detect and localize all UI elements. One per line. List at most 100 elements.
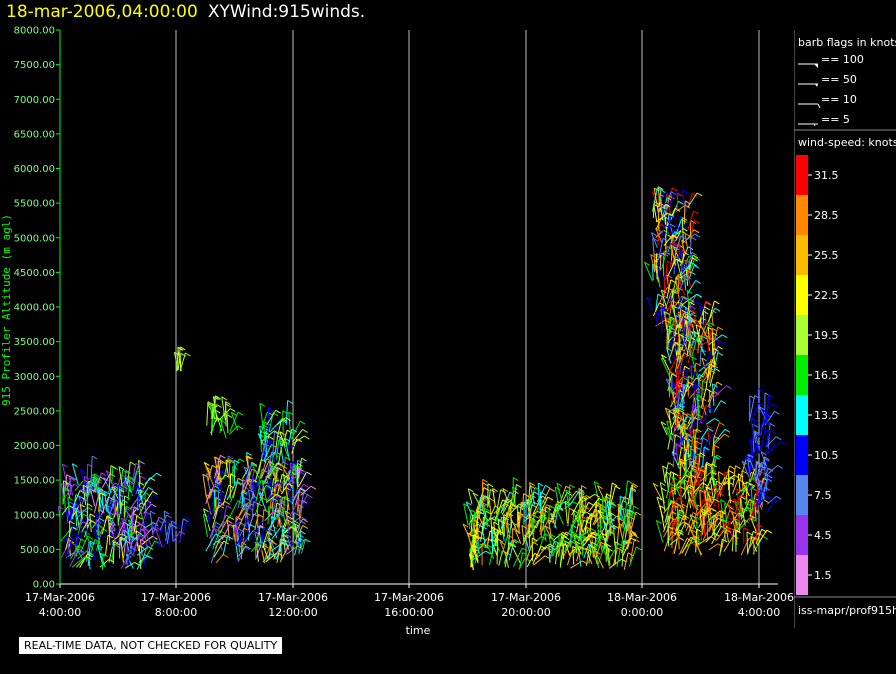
wind-profile-plot: 0.00500.001000.001500.002000.002500.0030… bbox=[0, 26, 794, 638]
color-scale-label: 25.5 bbox=[814, 249, 839, 262]
wind-barb bbox=[663, 531, 672, 552]
wind-barb-flag bbox=[70, 476, 76, 481]
wind-barb-flag bbox=[690, 271, 696, 276]
wind-barb-flag bbox=[63, 480, 69, 485]
wind-barb-flag bbox=[622, 499, 628, 504]
wind-barb-flag bbox=[754, 430, 760, 435]
wind-barb-flag bbox=[270, 515, 277, 520]
wind-barb-flag bbox=[769, 422, 776, 427]
wind-barb-flag bbox=[692, 193, 698, 197]
wind-barb bbox=[120, 536, 124, 563]
wind-barb bbox=[82, 484, 87, 506]
wind-barb bbox=[708, 543, 719, 551]
wind-barb bbox=[123, 540, 127, 559]
wind-barb bbox=[683, 381, 690, 398]
wind-barb-flag bbox=[694, 384, 701, 389]
wind-barb-flag bbox=[771, 403, 778, 408]
wind-barb bbox=[749, 447, 752, 473]
wind-barb-flag bbox=[682, 503, 688, 508]
wind-barb-flag bbox=[710, 536, 716, 541]
wind-barb-flag bbox=[669, 195, 675, 200]
wind-barb-flag bbox=[714, 532, 720, 537]
y-tick-label: 6000.00 bbox=[14, 164, 55, 175]
wind-barb-flag bbox=[297, 545, 303, 550]
wind-barb bbox=[629, 538, 635, 563]
wind-barb bbox=[263, 438, 268, 457]
wind-barb bbox=[700, 428, 709, 440]
wind-barb-flag bbox=[226, 504, 232, 509]
wind-barb bbox=[92, 476, 101, 493]
wind-barb-flag bbox=[574, 534, 580, 539]
wind-barb bbox=[165, 523, 170, 541]
wind-barb bbox=[571, 514, 575, 537]
wind-barb-flag bbox=[581, 485, 587, 489]
wind-barb bbox=[229, 473, 232, 499]
wind-barb-flag bbox=[132, 536, 139, 541]
wind-barb-flag bbox=[749, 482, 756, 487]
wind-barb-flag bbox=[696, 192, 703, 197]
wind-barb bbox=[101, 473, 111, 488]
wind-barb-flag bbox=[689, 322, 696, 326]
wind-barb-flag bbox=[534, 491, 540, 496]
wind-barb bbox=[750, 487, 754, 511]
wind-barb-flag bbox=[562, 531, 569, 536]
wind-barb bbox=[490, 517, 493, 539]
wind-barb-flag bbox=[542, 515, 548, 520]
wind-barb bbox=[61, 505, 70, 516]
wind-barb-flag bbox=[699, 467, 706, 472]
wind-barb-flag bbox=[547, 496, 554, 501]
wind-barb-flag bbox=[257, 502, 263, 507]
wind-barb bbox=[237, 512, 246, 529]
wind-barb bbox=[80, 519, 90, 534]
wind-barb bbox=[482, 516, 495, 525]
wind-barb-flag bbox=[75, 504, 82, 509]
y-tick-label: 3500.00 bbox=[14, 337, 55, 348]
wind-barb-flag bbox=[729, 465, 735, 470]
wind-barb-flag bbox=[282, 461, 289, 466]
wind-barb-flag bbox=[671, 476, 678, 480]
wind-barb-flag bbox=[655, 311, 661, 316]
wind-barb-flag bbox=[691, 310, 697, 314]
wind-barb-flag bbox=[483, 487, 490, 492]
wind-barb bbox=[131, 463, 137, 486]
wind-barb bbox=[267, 506, 270, 525]
wind-barb-flag bbox=[488, 497, 495, 502]
wind-barb-flag bbox=[310, 485, 317, 490]
barb-key-flag bbox=[813, 123, 816, 127]
wind-barb bbox=[118, 499, 124, 523]
wind-barb-flag bbox=[174, 351, 180, 356]
wind-barb bbox=[655, 215, 664, 231]
wind-barb-flag bbox=[218, 469, 225, 474]
wind-barb-flag bbox=[287, 519, 293, 524]
wind-barb bbox=[687, 486, 692, 509]
wind-barb-flag bbox=[67, 496, 74, 501]
wind-barb bbox=[691, 310, 701, 330]
wind-barb-flag bbox=[714, 498, 720, 503]
wind-barb bbox=[488, 505, 496, 520]
wind-barb-flag bbox=[693, 519, 699, 524]
wind-barb-flag bbox=[558, 533, 565, 538]
wind-barb bbox=[202, 514, 208, 537]
wind-barb-flag bbox=[265, 484, 272, 489]
wind-barb-flag bbox=[271, 492, 278, 497]
wind-barb-flag bbox=[691, 262, 697, 267]
wind-barb bbox=[78, 509, 84, 527]
wind-barb-flag bbox=[179, 530, 186, 535]
wind-barb-flag bbox=[143, 528, 149, 532]
wind-barb-flag bbox=[251, 463, 257, 467]
wind-barb bbox=[650, 232, 658, 248]
wind-barb bbox=[247, 524, 251, 541]
wind-barb-flag bbox=[747, 453, 754, 458]
wind-barb bbox=[221, 396, 226, 421]
wind-barb bbox=[685, 432, 690, 458]
wind-barb bbox=[138, 482, 143, 500]
wind-barb bbox=[731, 528, 735, 552]
wind-barb-flag bbox=[711, 327, 718, 332]
wind-barb-flag bbox=[762, 535, 769, 540]
wind-barb bbox=[699, 331, 706, 348]
wind-barb-flag bbox=[301, 499, 308, 504]
wind-barb bbox=[535, 514, 543, 529]
wind-barb-flag bbox=[692, 481, 698, 486]
wind-barb bbox=[754, 443, 758, 469]
wind-barb-flag bbox=[677, 192, 683, 197]
